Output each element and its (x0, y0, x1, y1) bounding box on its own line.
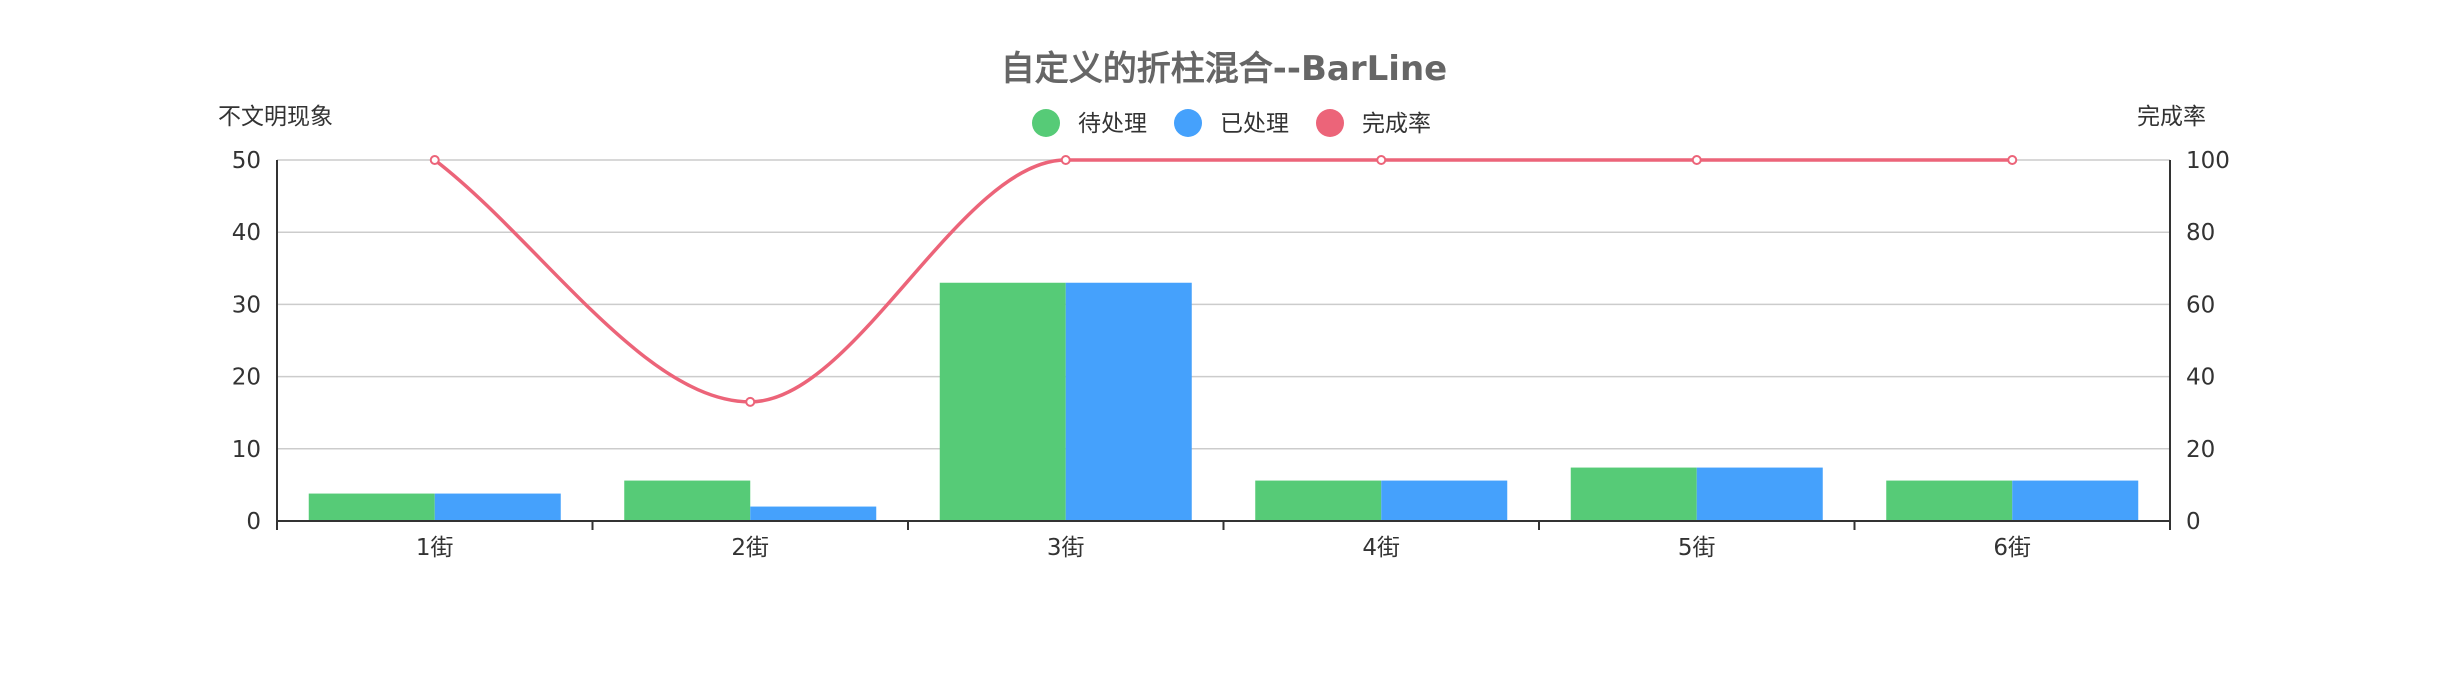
right-tick-label: 20 (2186, 437, 2215, 463)
legend-marker (1174, 109, 1202, 137)
left-tick-label: 50 (232, 148, 261, 174)
x-tick-label: 4街 (1362, 535, 1400, 561)
bar-已处理 (434, 493, 561, 521)
bar-已处理 (1065, 282, 1192, 521)
line-point (745, 396, 756, 407)
x-tick-label: 6街 (1993, 535, 2031, 561)
left-tick-label: 0 (246, 509, 261, 535)
right-axis-name: 完成率 (2137, 104, 2206, 130)
bar-待处理 (939, 282, 1066, 521)
chart-title: 自定义的折柱混合--BarLine (1001, 49, 1447, 89)
bar-待处理 (308, 493, 435, 521)
line-point (1691, 155, 1702, 165)
left-tick-label: 10 (232, 437, 261, 463)
legend-label: 已处理 (1220, 111, 1289, 137)
x-tick-label: 1街 (416, 535, 454, 561)
bar-待处理 (1255, 480, 1382, 521)
x-tick-label: 5街 (1678, 535, 1716, 561)
right-tick-label: 80 (2186, 220, 2215, 246)
bars (308, 282, 2139, 521)
bar-已处理 (1696, 467, 1823, 521)
completion-line (429, 155, 2018, 407)
bar-待处理 (1886, 480, 2013, 521)
legend-label: 待处理 (1078, 111, 1147, 137)
left-tick-label: 40 (232, 220, 261, 246)
right-tick-label: 0 (2186, 509, 2201, 535)
x-tick-label: 3街 (1047, 535, 1085, 561)
right-tick-label: 100 (2186, 148, 2230, 174)
bar-已处理 (750, 506, 877, 521)
legend-marker (1032, 109, 1060, 137)
right-tick-label: 60 (2186, 292, 2215, 318)
bar-已处理 (1381, 480, 1508, 521)
bar-待处理 (624, 480, 751, 521)
bar-已处理 (2012, 480, 2139, 521)
left-axis-name: 不文明现象 (218, 104, 333, 130)
left-tick-label: 20 (232, 365, 261, 391)
line-point (429, 155, 440, 165)
line-point (1060, 155, 1071, 165)
line-path (433, 158, 2013, 404)
legend-marker (1316, 109, 1344, 137)
axes: 0 0 10 20 20 40 30 60 40 80 50 100 1街 2街 3街 4街 5街 6街 (232, 148, 2230, 561)
bar-待处理 (1570, 467, 1697, 521)
legend-label: 完成率 (1362, 111, 1431, 137)
line-point (1376, 155, 1387, 165)
line-point (2007, 155, 2018, 165)
x-tick-label: 2街 (731, 535, 769, 561)
left-tick-label: 30 (232, 292, 261, 318)
right-tick-label: 40 (2186, 365, 2215, 391)
legend: 待处理 已处理 完成率 (1032, 109, 1431, 137)
gridlines (277, 159, 2170, 450)
